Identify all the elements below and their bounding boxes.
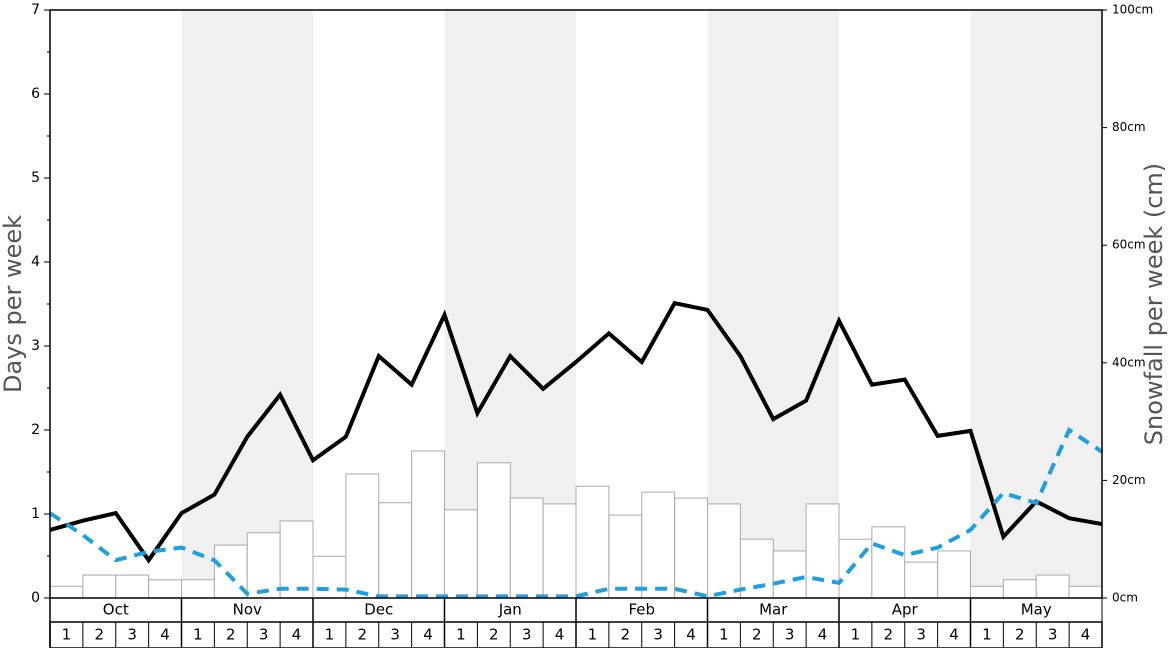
week-label: 4 <box>949 626 959 644</box>
week-label: 3 <box>916 626 926 644</box>
week-label: 2 <box>358 626 368 644</box>
bar <box>279 520 314 599</box>
y2-tick-label: 80cm <box>1112 120 1146 134</box>
month-label: Dec <box>364 601 393 619</box>
bar <box>937 550 971 599</box>
week-label: 3 <box>390 626 400 644</box>
month-shade <box>181 10 313 598</box>
bar <box>246 532 281 599</box>
month-label: Apr <box>892 601 919 619</box>
bar <box>181 579 215 599</box>
bar <box>575 485 610 599</box>
y-tick-label: 5 <box>31 170 40 186</box>
month-label: Nov <box>233 601 262 619</box>
y2-tick-label: 0cm <box>1112 591 1138 605</box>
week-label: 2 <box>884 626 894 644</box>
y-tick-label: 1 <box>31 506 40 522</box>
week-label: 1 <box>851 626 861 644</box>
bar <box>608 514 643 599</box>
y-tick-label: 6 <box>31 86 40 102</box>
y2-tick-label: 60cm <box>1112 238 1146 252</box>
y-tick-label: 7 <box>31 2 40 18</box>
week-label: 2 <box>95 626 105 644</box>
week-label: 4 <box>292 626 302 644</box>
bar <box>49 585 84 599</box>
y-axis-label: Days per week <box>0 215 27 393</box>
y2-tick-label: 100cm <box>1112 3 1153 17</box>
week-label: 4 <box>686 626 696 644</box>
week-label: 4 <box>555 626 565 644</box>
y-tick-label: 3 <box>31 338 40 354</box>
bar <box>444 509 478 599</box>
week-label: 1 <box>588 626 598 644</box>
bar <box>904 561 939 599</box>
y2-tick-label: 40cm <box>1112 355 1146 369</box>
month-label: Jan <box>498 601 522 619</box>
week-label: 3 <box>785 626 795 644</box>
week-label: 2 <box>621 626 631 644</box>
y2-tick-label: 20cm <box>1112 473 1146 487</box>
week-label: 1 <box>62 626 72 644</box>
week-label: 1 <box>719 626 729 644</box>
bar <box>509 497 544 599</box>
week-label: 4 <box>1081 626 1091 644</box>
week-label: 1 <box>456 626 466 644</box>
bar <box>1002 579 1037 599</box>
month-label: May <box>1021 601 1052 619</box>
y-tick-label: 4 <box>31 254 40 270</box>
line <box>49 300 1103 564</box>
bar <box>970 585 1004 599</box>
week-label: 1 <box>193 626 203 644</box>
week-label: 3 <box>522 626 532 644</box>
week-label: 1 <box>982 626 992 644</box>
bar <box>871 526 906 599</box>
bar <box>1035 574 1070 599</box>
week-label: 4 <box>160 626 170 644</box>
month-label: Mar <box>759 601 788 619</box>
y-tick-label: 2 <box>31 422 40 438</box>
week-label: 2 <box>1015 626 1025 644</box>
bar <box>476 462 511 599</box>
bar <box>345 473 380 599</box>
week-label: 3 <box>127 626 137 644</box>
y-tick-label: 0 <box>31 590 40 606</box>
bar <box>378 502 413 599</box>
bar <box>542 503 577 599</box>
week-label: 2 <box>489 626 499 644</box>
bar <box>707 503 741 599</box>
bar <box>772 550 807 599</box>
month-label: Oct <box>103 601 129 619</box>
week-label: 3 <box>1048 626 1058 644</box>
week-label: 4 <box>818 626 828 644</box>
bar <box>148 579 182 599</box>
month-shade <box>707 10 839 598</box>
week-label: 3 <box>259 626 269 644</box>
month-label: Feb <box>628 601 655 619</box>
bar <box>1068 585 1103 599</box>
bar <box>82 574 117 599</box>
bar <box>641 491 676 599</box>
y2-axis-label: Snowfall per week (cm) <box>1140 163 1168 445</box>
week-label: 1 <box>325 626 335 644</box>
week-label: 3 <box>653 626 663 644</box>
week-label: 2 <box>226 626 236 644</box>
bar <box>312 555 347 599</box>
week-label: 2 <box>752 626 762 644</box>
bar <box>411 450 445 599</box>
bar <box>115 574 150 599</box>
month-shade <box>970 10 1102 598</box>
line <box>48 427 1104 599</box>
bar <box>674 497 708 599</box>
week-label: 4 <box>423 626 433 644</box>
